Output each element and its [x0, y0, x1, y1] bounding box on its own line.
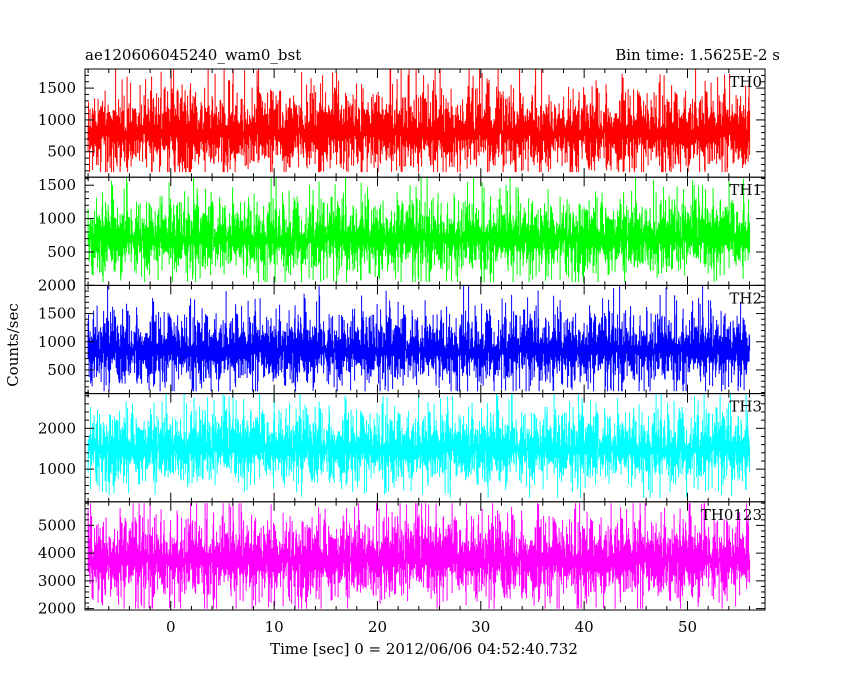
observation-id-title: ae120606045240_wam0_bst [85, 46, 301, 64]
y-tick-label: 2000 [38, 276, 76, 294]
panel-label: TH0 [729, 73, 762, 91]
series-th0123 [87, 503, 751, 609]
x-tick-label: 20 [368, 618, 387, 636]
y-tick-label: 4000 [38, 544, 76, 562]
y-tick-label: 1000 [38, 111, 76, 129]
series-th2 [87, 285, 751, 392]
series-th3 [87, 393, 751, 498]
y-tick-label: 0 [66, 276, 76, 294]
y-tick-label: 1000 [38, 460, 76, 478]
panel-th2: 500 1000 1500 2000 TH2 [38, 276, 766, 395]
x-tick-label: 0 [166, 618, 176, 636]
x-tick-label: 50 [678, 618, 697, 636]
panel-th3: 1000 2000 TH3 [38, 393, 766, 503]
y-tick-label: 1000 [38, 333, 76, 351]
y-tick-label: 1500 [38, 176, 76, 194]
panel-label: TH3 [729, 398, 762, 416]
y-tick-label: 2000 [38, 600, 76, 618]
panel-label: TH1 [729, 181, 762, 199]
x-tick-label: 30 [471, 618, 490, 636]
panel-th0123: 2000 3000 4000 5000 TH0123 [38, 501, 766, 618]
panel-th1: 0 500 1000 1500 TH1 [38, 176, 766, 294]
y-tick-label: 1500 [38, 305, 76, 323]
x-axis-label: Time [sec] 0 = 2012/06/06 04:52:40.732 [270, 640, 578, 658]
panel-label: TH2 [729, 289, 762, 307]
panel-th0: 500 1000 1500 TH0 [38, 68, 766, 178]
y-tick-label: 500 [47, 243, 76, 261]
series-th0 [87, 69, 751, 173]
bin-time-label: Bin time: 1.5625E-2 s [615, 46, 780, 64]
x-tick-label: 10 [265, 618, 284, 636]
y-tick-label: 500 [47, 143, 76, 161]
series-th1 [87, 177, 751, 283]
panel-frame [84, 501, 766, 611]
y-tick-label: 500 [47, 361, 76, 379]
y-tick-label: 5000 [38, 516, 76, 534]
x-tick-label: 40 [575, 618, 594, 636]
panel-label: TH0123 [701, 506, 762, 524]
y-tick-label: 1500 [38, 79, 76, 97]
y-tick-label: 2000 [38, 419, 76, 437]
y-tick-label: 1000 [38, 210, 76, 228]
y-axis-label: Counts/sec [4, 303, 22, 387]
y-tick-label: 3000 [38, 572, 76, 590]
